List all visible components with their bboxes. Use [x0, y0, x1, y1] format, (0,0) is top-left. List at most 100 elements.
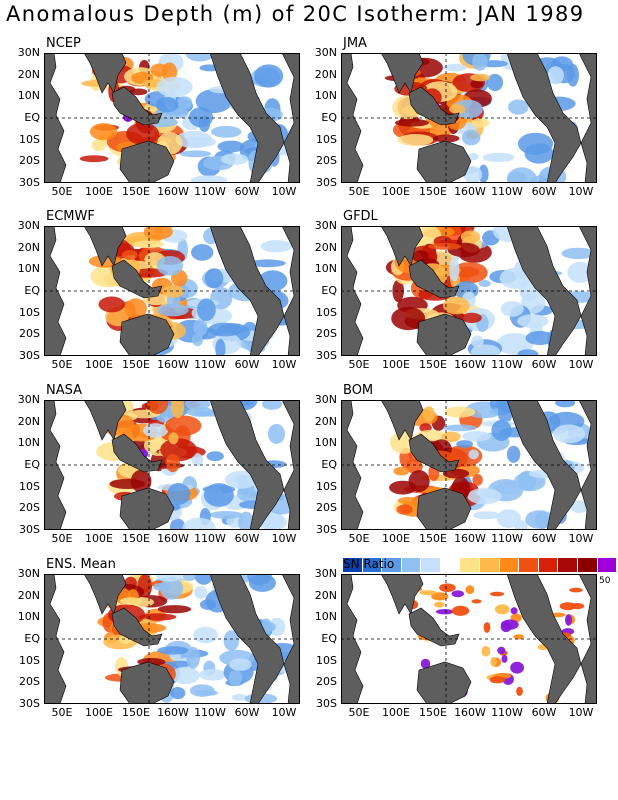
- latitude-tick-label: 10N: [314, 262, 337, 276]
- anomaly-contour-shape: [510, 661, 524, 674]
- longitude-tick-label: 60W: [531, 358, 557, 371]
- latitude-tick-label: 20S: [19, 501, 40, 515]
- landmass-shape: [578, 574, 597, 704]
- anomaly-contour-shape: [183, 574, 196, 582]
- latitude-tick-label: 10N: [17, 89, 40, 103]
- map-panel: [44, 226, 300, 356]
- anomaly-contour-shape: [157, 646, 189, 655]
- latitude-tick-label: EQ: [321, 284, 337, 297]
- anomaly-contour-shape: [433, 601, 445, 608]
- longitude-tick-label: 150E: [122, 185, 150, 198]
- latitude-tick-label: 10N: [314, 89, 337, 103]
- anomaly-contour-shape: [225, 470, 258, 489]
- anomaly-contour-shape: [156, 76, 193, 98]
- latitude-tick-label: 30S: [316, 697, 337, 710]
- anomaly-contour-shape: [412, 250, 429, 263]
- anomaly-contour-shape: [198, 115, 211, 132]
- anomaly-contour-shape: [189, 684, 215, 697]
- landmass-shape: [506, 53, 582, 183]
- anomaly-map: [341, 400, 597, 530]
- anomaly-contour-shape: [517, 314, 549, 328]
- anomaly-contour-shape: [475, 489, 497, 498]
- anomaly-contour-shape: [220, 153, 249, 165]
- anomaly-contour-shape: [553, 424, 586, 444]
- landmass-shape: [341, 53, 364, 183]
- longitude-tick-label: 60W: [234, 532, 260, 545]
- legend-swatch: [343, 558, 363, 572]
- longitude-tick-label: 160W: [454, 358, 486, 371]
- anomaly-contour-shape: [491, 419, 512, 441]
- anomaly-contour-shape: [197, 298, 216, 321]
- landmass-shape: [119, 487, 175, 530]
- latitude-tick-label: 30N: [314, 567, 337, 580]
- map-panel: [341, 226, 597, 356]
- anomaly-contour-shape: [149, 440, 164, 452]
- landmass-shape: [506, 400, 582, 530]
- longitude-tick-label: 10W: [568, 532, 594, 545]
- anomaly-contour-shape: [165, 453, 180, 473]
- landmass-shape: [380, 400, 424, 441]
- landmass-shape: [44, 574, 67, 704]
- anomaly-contour-shape: [121, 249, 138, 260]
- latitude-tick-label: 30N: [17, 219, 40, 232]
- anomaly-contour-shape: [193, 319, 208, 337]
- anomaly-contour-shape: [155, 97, 179, 113]
- anomaly-contour-shape: [441, 431, 461, 443]
- anomaly-contour-shape: [217, 140, 245, 153]
- panel-frame: [341, 226, 597, 356]
- legend-swatch: [519, 558, 539, 572]
- map-panel: [44, 574, 300, 704]
- longitude-tick-label: 110W: [194, 185, 226, 198]
- anomaly-contour-shape: [462, 431, 491, 442]
- landmass-shape: [83, 574, 127, 615]
- map-title: Anomalous Depth (m) of 20C Isotherm: JAN…: [6, 2, 585, 26]
- latitude-tick-label: EQ: [321, 111, 337, 124]
- legend-swatch: [577, 558, 598, 572]
- landmass-shape: [209, 53, 285, 183]
- anomaly-contour-shape: [561, 247, 595, 260]
- anomaly-contour-shape: [248, 574, 276, 592]
- longitude-tick-label: 100E: [382, 358, 410, 371]
- anomaly-contour-shape: [472, 53, 488, 71]
- anomaly-contour-shape: [192, 333, 203, 347]
- anomaly-contour-shape: [223, 630, 240, 651]
- latitude-tick-label: 30N: [314, 393, 337, 406]
- longitude-tick-label: 100E: [85, 532, 113, 545]
- anomaly-contour-shape: [208, 322, 243, 337]
- latitude-tick-label: 30S: [19, 349, 40, 362]
- landmass-shape: [578, 226, 597, 356]
- landmass-shape: [83, 53, 127, 94]
- longitude-tick-label: 10W: [271, 706, 297, 719]
- anomaly-contour-shape: [211, 125, 242, 138]
- anomaly-contour-shape: [199, 669, 227, 681]
- latitude-tick-label: 30S: [19, 697, 40, 710]
- anomaly-contour-shape: [570, 500, 588, 514]
- map-panel: [44, 53, 300, 183]
- anomaly-contour-shape: [156, 303, 189, 317]
- longitude-tick-label: 50E: [348, 358, 370, 371]
- panel-label: JMA: [343, 36, 367, 51]
- longitude-tick-label: 150E: [419, 532, 447, 545]
- latitude-tick-label: EQ: [24, 632, 40, 645]
- anomaly-contour-shape: [150, 63, 169, 77]
- latitude-tick-label: 30N: [17, 567, 40, 580]
- anomaly-contour-shape: [238, 511, 254, 530]
- latitude-tick-label: 10N: [314, 610, 337, 624]
- anomaly-contour-shape: [206, 451, 224, 462]
- longitude-tick-label: 10W: [271, 358, 297, 371]
- latitude-tick-label: 10S: [19, 132, 40, 146]
- longitude-tick-label: 100E: [382, 532, 410, 545]
- anomaly-contour-shape: [119, 597, 143, 605]
- legend-swatch: [558, 558, 578, 572]
- longitude-tick-label: 150E: [122, 532, 150, 545]
- anomaly-contour-shape: [397, 134, 434, 146]
- latitude-tick-label: 10S: [19, 653, 40, 667]
- legend-swatch: [538, 558, 559, 572]
- longitude-tick-label: 100E: [382, 706, 410, 719]
- latitude-tick-label: 30S: [19, 523, 40, 536]
- anomaly-contour-shape: [461, 129, 481, 146]
- anomaly-contour-shape: [133, 240, 164, 248]
- latitude-tick-label: 30S: [19, 176, 40, 189]
- anomaly-contour-shape: [182, 517, 216, 530]
- anomaly-contour-shape: [481, 646, 491, 657]
